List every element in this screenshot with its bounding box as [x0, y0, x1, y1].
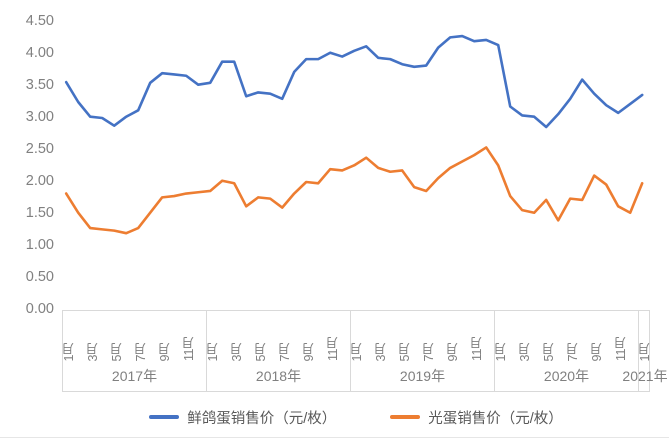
x-axis-table: 1月 3月 5月 7月 9月 11月 1月 3月 5月 7月 9月 11月 1月 3月 5月 7月 9月 11月 1…: [61, 310, 668, 392]
month-label: 1月: [637, 342, 652, 361]
y-tick-label: 0.50: [25, 269, 54, 285]
y-tick-label: 4.00: [25, 45, 54, 61]
legend-divider: [0, 437, 669, 438]
month-cell: 5月: [541, 311, 556, 361]
month-label: 11月: [613, 337, 628, 361]
series-line-1: [64, 34, 644, 129]
month-cell: 1月: [349, 311, 364, 361]
month-cell: 9月: [445, 311, 460, 361]
y-tick-label: 2.50: [25, 141, 54, 157]
month-cell: 3月: [85, 311, 100, 361]
month-label: 5月: [397, 342, 412, 361]
month-cell: 7月: [565, 311, 580, 361]
month-label: 1月: [349, 342, 364, 361]
series-line-2: [64, 146, 644, 235]
month-cell: 1月: [61, 311, 76, 361]
month-label: 9月: [589, 342, 604, 361]
y-tick-label: 1.00: [25, 237, 54, 253]
month-label: 3月: [517, 342, 532, 361]
month-label: 7月: [565, 342, 580, 361]
month-cell: 9月: [157, 311, 172, 361]
month-cell: 7月: [277, 311, 292, 361]
y-tick-label: 0.00: [25, 301, 54, 317]
year-label-2020年: 2020年: [495, 361, 639, 391]
month-label: 3月: [85, 342, 100, 361]
month-cell: 1月: [637, 311, 652, 361]
month-cell: 9月: [301, 311, 316, 361]
month-cell: 11月: [181, 311, 196, 361]
month-label: 7月: [133, 342, 148, 361]
legend-item-1[interactable]: 鲜鸽蛋销售价（元/枚）: [149, 407, 336, 428]
y-tick-label: 4.50: [25, 13, 54, 29]
month-cell: 5月: [109, 311, 124, 361]
year-label-2017年: 2017年: [63, 361, 207, 391]
month-group-2021年: 1月: [637, 311, 652, 361]
month-cell: 7月: [133, 311, 148, 361]
month-label: 5月: [109, 342, 124, 361]
month-label: 1月: [205, 342, 220, 361]
y-tick-label: 2.00: [25, 173, 54, 189]
x-axis-year-row: 2017年 2018年 2019年 2020年 2021年: [63, 361, 668, 391]
month-label: 3月: [229, 342, 244, 361]
month-cell: 3月: [373, 311, 388, 361]
year-label-2019年: 2019年: [351, 361, 495, 391]
month-cell: 3月: [517, 311, 532, 361]
year-label-2021年: 2021年: [622, 368, 668, 384]
legend-item-2[interactable]: 光蛋销售价（元/枚）: [390, 407, 563, 428]
month-cell: 7月: [421, 311, 436, 361]
month-cell: 5月: [253, 311, 268, 361]
month-cell: 5月: [397, 311, 412, 361]
month-label: 5月: [253, 342, 268, 361]
month-label: 9月: [301, 342, 316, 361]
month-label: 9月: [157, 342, 172, 361]
month-group-2020年: 1月 3月 5月 7月 9月 11月: [493, 311, 639, 361]
legend-swatch-icon: [149, 415, 180, 419]
month-cell: 3月: [229, 311, 244, 361]
legend-label: 鲜鸽蛋销售价（元/枚）: [187, 410, 337, 427]
month-label: 3月: [373, 342, 388, 361]
month-group-2019年: 1月 3月 5月 7月 9月 11月: [349, 311, 495, 361]
month-label: 1月: [493, 342, 508, 361]
month-cell: 1月: [205, 311, 220, 361]
month-label: 11月: [325, 337, 340, 361]
y-tick-label: 3.50: [25, 77, 54, 93]
month-cell: 1月: [493, 311, 508, 361]
month-label: 7月: [277, 342, 292, 361]
month-cell: 11月: [325, 311, 340, 361]
legend-label: 光蛋销售价（元/枚）: [428, 410, 563, 427]
month-cell: 11月: [613, 311, 628, 361]
month-label: 11月: [181, 337, 196, 361]
y-tick-label: 1.50: [25, 205, 54, 221]
month-label: 9月: [445, 342, 460, 361]
x-axis-month-row: 1月 3月 5月 7月 9月 11月 1月 3月 5月 7月 9月 11月 1月 3月 5月 7月 9月 11月 1…: [61, 311, 652, 361]
month-label: 11月: [469, 337, 484, 361]
y-tick-label: 3.00: [25, 109, 54, 125]
month-cell: 9月: [589, 311, 604, 361]
month-label: 7月: [421, 342, 436, 361]
legend-swatch-icon: [390, 415, 421, 419]
month-group-2017年: 1月 3月 5月 7月 9月 11月: [61, 311, 207, 361]
month-group-2018年: 1月 3月 5月 7月 9月 11月: [205, 311, 351, 361]
year-label-2018年: 2018年: [207, 361, 351, 391]
month-cell: 11月: [469, 311, 484, 361]
month-label: 5月: [541, 342, 556, 361]
month-label: 1月: [61, 342, 76, 361]
chart-legend: 鲜鸽蛋销售价（元/枚） 光蛋销售价（元/枚）: [62, 400, 650, 434]
